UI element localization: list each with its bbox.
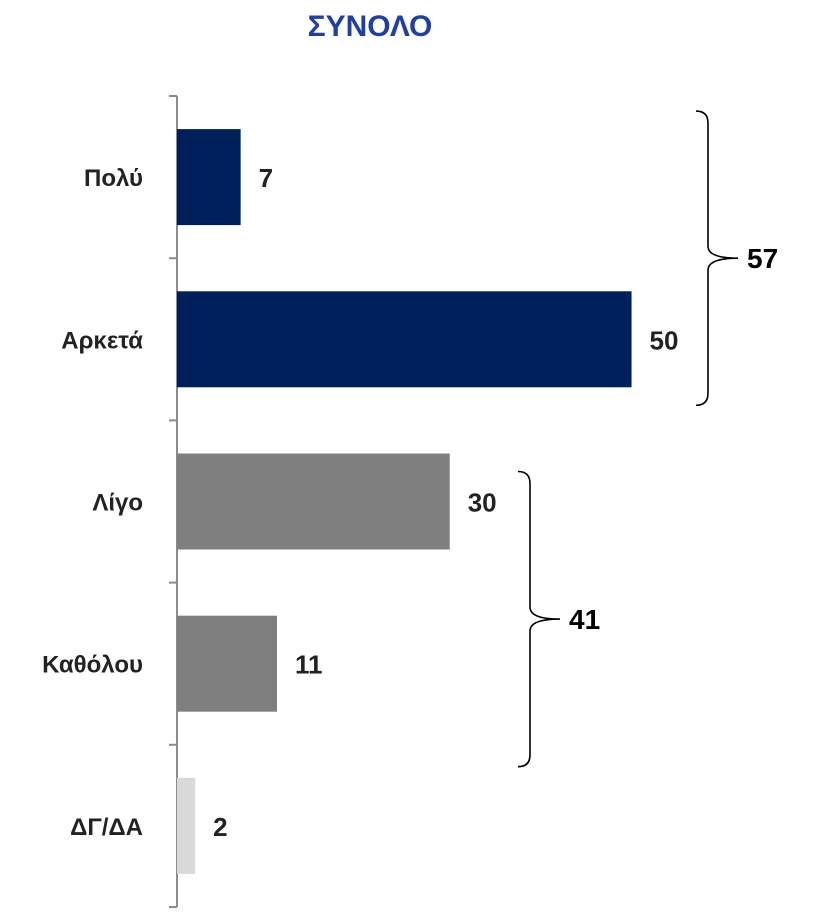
value-label: 2 (213, 812, 227, 842)
chart-title: ΣΥΝΟΛΟ (308, 10, 433, 43)
bar-1 (177, 129, 241, 226)
bars (177, 129, 632, 874)
value-label: 30 (468, 488, 497, 518)
bar-5 (177, 777, 196, 874)
value-label: 50 (650, 325, 679, 355)
group-brackets: 57 41 (517, 110, 778, 768)
category-label: Αρκετά (61, 327, 143, 354)
category-axis (169, 95, 178, 908)
group-total-label: 41 (569, 604, 600, 635)
category-label: ΔΓ/ΔΑ (70, 814, 143, 841)
category-label: Λίγο (92, 490, 143, 517)
bar-2 (177, 291, 632, 388)
bar-4 (177, 615, 277, 712)
category-label: Καθόλου (42, 652, 143, 679)
value-label: 11 (295, 650, 323, 680)
value-label: 7 (259, 163, 273, 193)
group-bracket (695, 110, 739, 407)
group-bracket (517, 470, 561, 768)
bar-3 (177, 453, 450, 550)
category-label: Πολύ (84, 165, 143, 192)
labels: Πολύ 7 Αρκετά 50 Λίγο 30 Καθόλου 11 ΔΓ/ΔΑ 2 (42, 163, 678, 842)
group-total-label: 57 (747, 243, 778, 274)
